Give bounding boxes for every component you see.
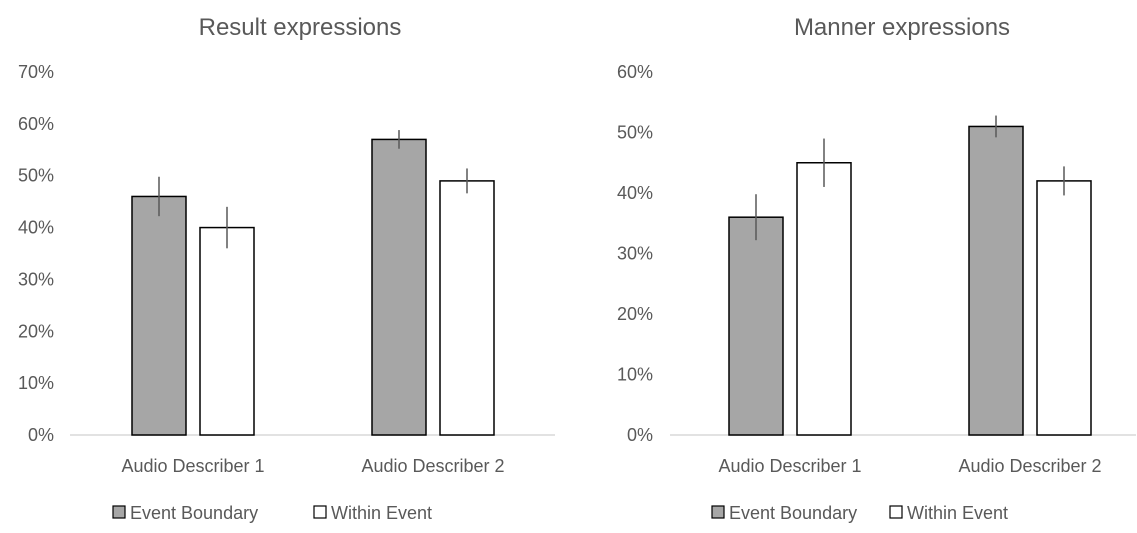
legend-label: Within Event xyxy=(907,503,1008,523)
y-tick-label: 70% xyxy=(18,62,54,82)
legend-swatch xyxy=(889,505,903,519)
legend-swatch xyxy=(711,505,725,519)
bar xyxy=(199,226,255,436)
y-tick-label: 40% xyxy=(617,183,653,203)
legend-label: Event Boundary xyxy=(729,503,857,523)
x-tick-label: Audio Describer 1 xyxy=(718,456,861,476)
bar xyxy=(131,195,187,436)
y-tick-label: 30% xyxy=(617,244,653,264)
y-tick-label: 0% xyxy=(627,425,653,445)
bar xyxy=(1036,180,1092,436)
y-tick-label: 60% xyxy=(18,114,54,134)
x-tick-label: Audio Describer 2 xyxy=(958,456,1101,476)
bar xyxy=(371,138,427,436)
y-tick-label: 0% xyxy=(28,425,54,445)
x-tick-label: Audio Describer 1 xyxy=(121,456,264,476)
y-tick-label: 20% xyxy=(617,304,653,324)
y-tick-label: 60% xyxy=(617,62,653,82)
bar xyxy=(796,162,852,436)
legend-swatch xyxy=(112,505,126,519)
chart-title: Result expressions xyxy=(199,14,402,41)
bar xyxy=(728,216,784,436)
y-tick-label: 50% xyxy=(617,123,653,143)
legend-label: Event Boundary xyxy=(130,503,258,523)
legend-label: Within Event xyxy=(331,503,432,523)
legend-swatch xyxy=(313,505,327,519)
y-tick-label: 50% xyxy=(18,166,54,186)
y-tick-label: 10% xyxy=(18,373,54,393)
y-tick-label: 20% xyxy=(18,321,54,341)
y-tick-label: 10% xyxy=(617,365,653,385)
x-tick-label: Audio Describer 2 xyxy=(361,456,504,476)
bar xyxy=(439,180,495,436)
chart-title: Manner expressions xyxy=(794,14,1010,41)
y-tick-label: 30% xyxy=(18,269,54,289)
y-tick-label: 40% xyxy=(18,218,54,238)
bar xyxy=(968,125,1024,436)
